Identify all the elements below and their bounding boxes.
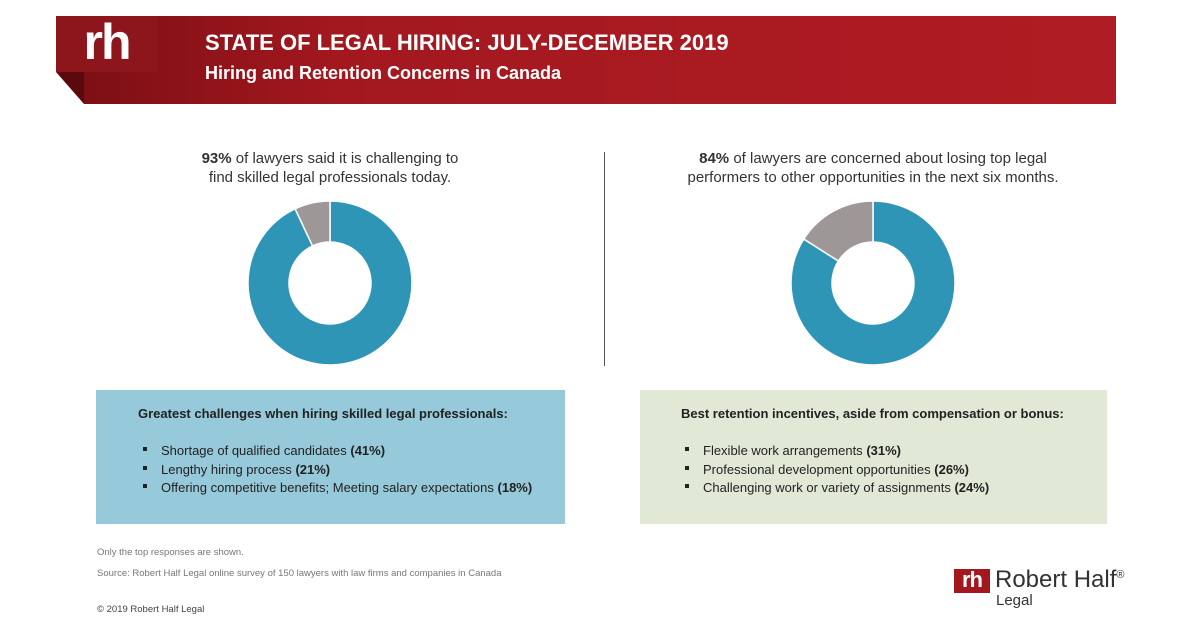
caption: performers to other opportunities in the…: [623, 168, 1123, 187]
item-pct: (21%): [295, 461, 331, 477]
item-text: Lengthy hiring process: [161, 461, 292, 477]
bullet: [685, 484, 689, 488]
item-pct: (18%): [497, 480, 533, 495]
brand-name-text: Robert Half: [995, 566, 1117, 593]
box: [96, 390, 565, 524]
logo-fold: [56, 72, 84, 104]
caption-text: of lawyers said it is challenging to: [235, 150, 459, 167]
donut-segment: [790, 200, 956, 366]
item-text: Challenging work or variety of assignmen…: [703, 480, 951, 495]
value-label: 93%: [201, 150, 232, 167]
caption-text: find skilled legal professionals today.: [208, 169, 452, 186]
caption-text: of lawyers are concerned about losing to…: [733, 150, 1047, 167]
list-item: Lengthy hiring process (21%): [161, 462, 330, 477]
copyright: © 2019 Robert Half Legal: [97, 604, 205, 615]
bullet: [143, 465, 147, 470]
bullet: [143, 447, 147, 451]
box-title: Greatest challenges when hiring skilled …: [138, 406, 508, 421]
item-pct: (41%): [350, 443, 386, 458]
list-item: Professional development opportunities (…: [703, 462, 969, 477]
box: [640, 390, 1107, 524]
caption-text: performers to other opportunities in the…: [687, 169, 1059, 186]
bullet: [143, 484, 147, 488]
logo: rh: [56, 16, 157, 72]
list-item: Challenging work or variety of assignmen…: [703, 480, 989, 495]
item-pct: (26%): [934, 461, 969, 477]
donut-segment: [294, 200, 331, 247]
item-text: Shortage of qualified candidates: [161, 443, 347, 458]
brand-sub: Legal: [996, 592, 1033, 609]
bullet: [685, 447, 689, 451]
item-pct: (31%): [866, 443, 901, 458]
title: STATE OF LEGAL HIRING: JULY-DECEMBER 201…: [205, 30, 729, 55]
value-label: 84%: [699, 150, 730, 167]
header-band: [84, 16, 1116, 104]
list-item: Shortage of qualified candidates (41%): [161, 443, 385, 458]
list-item: Offering competitive benefits; Meeting s…: [161, 480, 532, 495]
brand-reg: ®: [1116, 569, 1125, 581]
brand-mark: rh: [954, 569, 990, 593]
item-text: Offering competitive benefits; Meeting s…: [161, 480, 494, 495]
box-title: Best retention incentives, aside from co…: [681, 406, 1064, 421]
donut-segment: [802, 200, 874, 263]
bullet: [685, 465, 689, 470]
item-text: Flexible work arrangements: [703, 443, 863, 458]
item-text: Professional development opportunities: [703, 461, 931, 477]
subtitle: Hiring and Retention Concerns in Canada: [205, 63, 562, 83]
caption: 84% of lawyers are concerned about losin…: [623, 149, 1123, 168]
list-item: Flexible work arrangements (31%): [703, 443, 901, 458]
item-pct: (24%): [954, 480, 990, 495]
note: Only the top responses are shown.: [97, 547, 244, 558]
caption: find skilled legal professionals today.: [80, 168, 580, 187]
brand-name: Robert Half®: [995, 566, 1125, 594]
caption: 93% of lawyers said it is challenging to: [80, 149, 580, 168]
donut-segment: [247, 200, 413, 366]
source: Source: Robert Half Legal online survey …: [97, 568, 502, 579]
